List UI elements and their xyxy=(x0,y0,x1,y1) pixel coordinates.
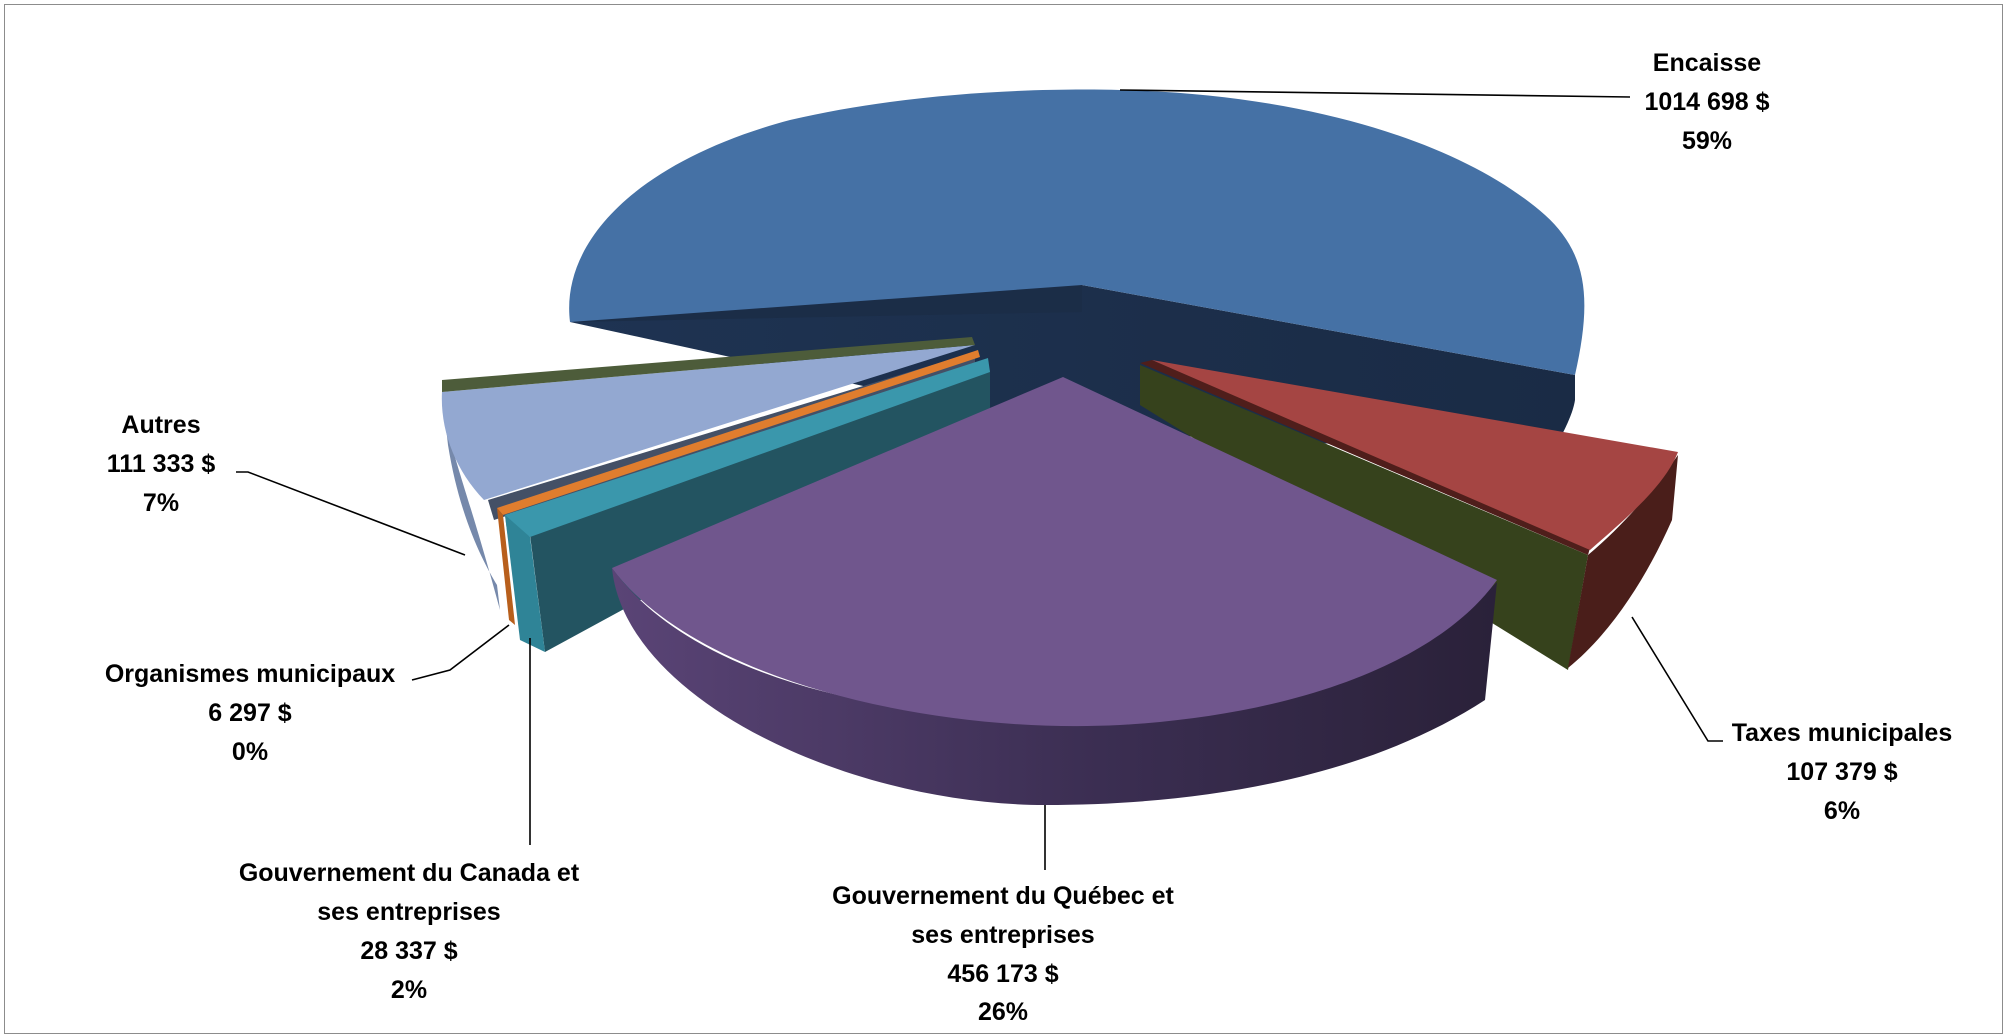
label-taxes: Taxes municipales 107 379 $ 6% xyxy=(1732,719,1952,825)
slice-canada-front xyxy=(505,515,545,652)
leader-line-encaisse xyxy=(1119,89,1631,98)
label-canada-name-2: ses entreprises xyxy=(317,898,500,926)
label-organismes-value: 6 297 $ xyxy=(208,699,292,727)
label-organismes: Organismes municipaux 6 297 $ 0% xyxy=(105,660,395,766)
label-taxes-percent: 6% xyxy=(1824,797,1860,825)
label-canada: Gouvernement du Canada et ses entreprise… xyxy=(239,859,580,1004)
label-canada-percent: 2% xyxy=(391,976,427,1004)
leader-lines xyxy=(236,89,1723,870)
label-encaisse-percent: 59% xyxy=(1682,127,1732,155)
label-encaisse-value: 1014 698 $ xyxy=(1644,88,1769,116)
label-taxes-name: Taxes municipales xyxy=(1732,719,1952,747)
slice-taxes-edge xyxy=(1140,360,1590,555)
label-encaisse-name: Encaisse xyxy=(1653,49,1762,77)
label-autres-value: 111 333 $ xyxy=(107,450,216,478)
label-quebec: Gouvernement du Québec et ses entreprise… xyxy=(832,882,1174,1026)
slice-canada-top2 xyxy=(505,358,990,537)
label-taxes-value: 107 379 $ xyxy=(1786,758,1897,786)
label-autres: Autres 111 333 $ 7% xyxy=(107,411,216,517)
label-encaisse: Encaisse 1014 698 $ 59% xyxy=(1644,49,1769,155)
label-organismes-percent: 0% xyxy=(232,738,268,766)
slice-taxes-top xyxy=(1152,360,1678,550)
slice-autres-side xyxy=(442,392,500,610)
slice-organismes xyxy=(497,350,980,625)
label-autres-percent: 7% xyxy=(143,489,179,517)
leader-line-organismes xyxy=(411,624,510,681)
label-autres-name: Autres xyxy=(121,411,200,439)
leader-line-autres xyxy=(236,471,466,556)
label-quebec-name-2: ses entreprises xyxy=(911,921,1094,949)
slice-organismes-side xyxy=(497,508,515,625)
slice-quebec-top xyxy=(612,377,1497,727)
slice-autres-top xyxy=(441,345,976,500)
slice-quebec-side xyxy=(612,568,1497,805)
label-quebec-value: 456 173 $ xyxy=(947,960,1058,988)
slice-taxes-outer xyxy=(1568,455,1678,668)
slice-encaisse-top xyxy=(569,89,1585,375)
label-organismes-name: Organismes municipaux xyxy=(105,660,395,688)
slice-quebec xyxy=(612,377,1497,805)
label-canada-name-1: Gouvernement du Canada et xyxy=(239,859,580,887)
label-quebec-name-1: Gouvernement du Québec et xyxy=(832,882,1174,910)
slice-autres-edge xyxy=(442,337,975,392)
label-quebec-percent: 26% xyxy=(978,998,1028,1026)
slice-organismes-top xyxy=(497,350,980,515)
label-canada-value: 28 337 $ xyxy=(360,937,457,965)
leader-line-taxes xyxy=(1631,616,1723,742)
